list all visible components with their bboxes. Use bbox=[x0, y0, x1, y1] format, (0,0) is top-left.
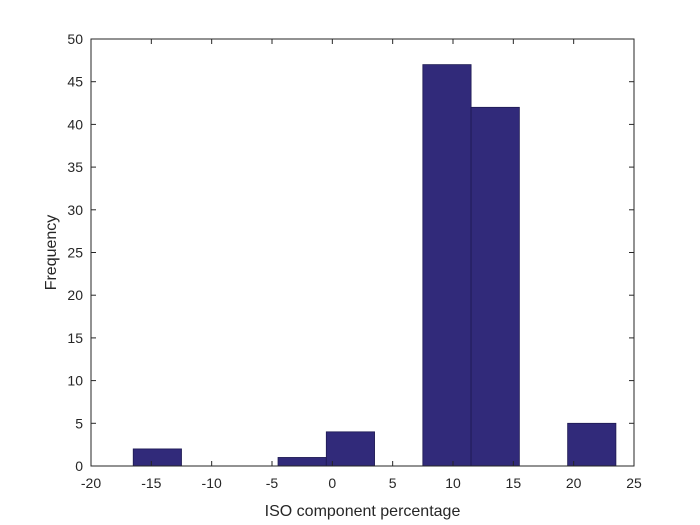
y-tick-label: 50 bbox=[67, 31, 83, 47]
y-tick-label: 35 bbox=[67, 159, 83, 175]
x-tick-label: 5 bbox=[389, 475, 397, 491]
y-tick-label: 20 bbox=[67, 287, 83, 303]
x-tick-label: 15 bbox=[506, 475, 522, 491]
plot-background bbox=[91, 39, 634, 466]
y-tick-label: 0 bbox=[75, 458, 83, 474]
histogram-bar bbox=[132, 448, 182, 467]
bars-group bbox=[132, 64, 617, 467]
y-tick-label: 5 bbox=[75, 415, 83, 431]
y-tick-label: 40 bbox=[67, 116, 83, 132]
histogram-bar bbox=[325, 431, 375, 467]
y-axis-ticks: 0 5 10 15 20 25 30 35 40 45 50 bbox=[67, 31, 634, 474]
y-tick-label: 30 bbox=[67, 202, 83, 218]
histogram-bar bbox=[567, 422, 617, 467]
x-tick-label: 20 bbox=[566, 475, 582, 491]
y-axis-label: Frequency bbox=[43, 215, 60, 291]
x-tick-label: -5 bbox=[266, 475, 279, 491]
x-axis-ticks: -20 -15 -10 -5 0 5 10 15 20 25 bbox=[81, 39, 642, 491]
x-tick-label: -20 bbox=[81, 475, 101, 491]
x-tick-label: 10 bbox=[445, 475, 461, 491]
y-tick-label: 45 bbox=[67, 74, 83, 90]
y-tick-label: 15 bbox=[67, 330, 83, 346]
x-tick-label: 0 bbox=[328, 475, 336, 491]
histogram-bar bbox=[422, 64, 472, 467]
x-tick-label: -15 bbox=[141, 475, 161, 491]
x-axis-label: ISO component percentage bbox=[265, 503, 461, 520]
histogram-bar bbox=[470, 106, 520, 467]
y-tick-label: 25 bbox=[67, 245, 83, 261]
x-tick-label: -10 bbox=[202, 475, 222, 491]
x-tick-label: 25 bbox=[626, 475, 642, 491]
y-tick-label: 10 bbox=[67, 373, 83, 389]
histogram-bar bbox=[277, 457, 327, 467]
